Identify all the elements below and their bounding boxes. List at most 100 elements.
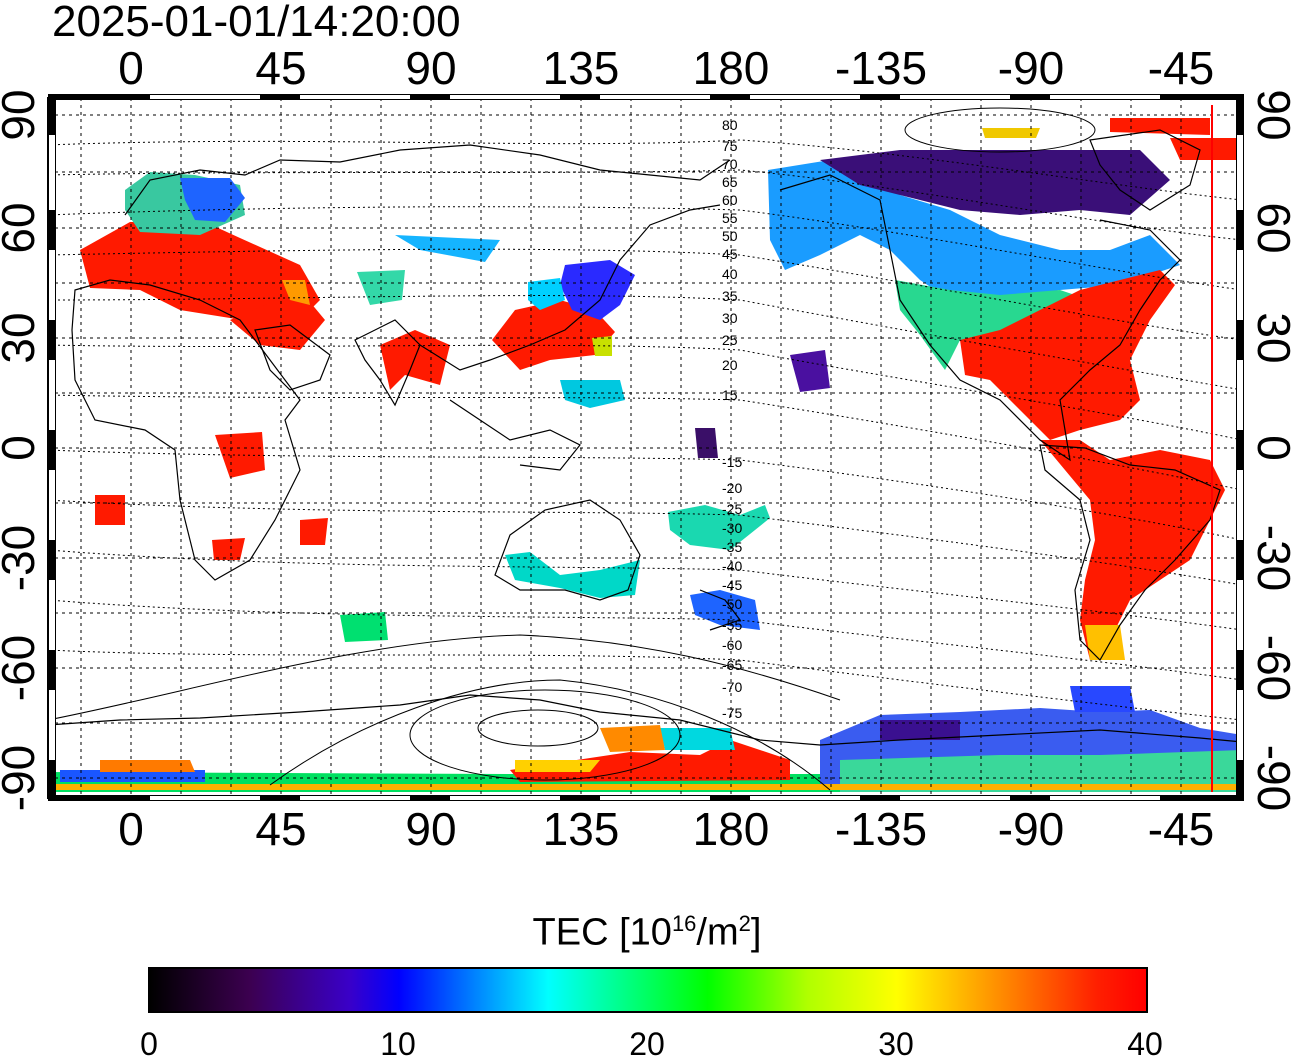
tec-patch-south-america [1040,440,1225,660]
x-tick-top: -135 [835,42,927,94]
contour-line-solid [269,679,831,791]
contour-label: 60 [722,192,738,208]
colorbar-title-exponent2: 2 [738,911,751,936]
tec-patch-antarctica-ross-orange [600,725,665,752]
contour-ellipse-south [409,689,681,781]
tec-patch-nz [690,590,760,630]
contour-line [48,169,1242,241]
y-tick-right: 90 [1248,89,1294,140]
colorbar-tick: 40 [1127,1026,1163,1062]
x-tick-bottom: -135 [835,803,927,855]
tec-patch-usa [895,280,1090,370]
contour-label: 75 [722,138,738,154]
top-x-axis: 0 45 90 135 180 -135 -90 -45 [118,42,1214,94]
x-tick-bottom: 45 [255,803,306,855]
x-tick-top: 180 [693,42,770,94]
contour-label: 40 [722,266,738,282]
contour-label: -20 [722,480,742,496]
edge-tick-gap [49,360,55,430]
edge-tick-gap [1237,470,1243,540]
colorbar-title-exponent: 16 [671,911,697,936]
x-tick-top: -90 [998,42,1064,94]
edge-tick-gap [450,796,560,800]
y-tick-right: 30 [1248,312,1294,363]
edge-tick-gap [600,95,710,99]
contour-line [48,139,1242,201]
y-tick-right: -30 [1248,525,1294,591]
colorbar-title-unit: /m [696,911,739,954]
contour-ellipse-north-pole [904,107,1096,153]
edge-tick-gap [49,470,55,540]
x-tick-bottom: -90 [998,803,1064,855]
contour-line [48,599,1242,681]
contour-label: 65 [722,174,738,190]
contour-label: -50 [722,596,742,612]
tec-map: 80 75 70 65 60 55 50 45 40 35 30 25 20 1… [0,42,1294,855]
contour-label: 55 [722,210,738,226]
tec-patch-australia [505,552,640,598]
tec-patch-usa-east [960,270,1175,440]
tec-patch-antarctica-orange [100,760,195,772]
y-tick-left: 90 [0,89,44,140]
y-tick-right: 0 [1248,435,1294,461]
x-tick-bottom: 0 [118,803,144,855]
x-tick-top: 90 [405,42,456,94]
x-tick-top: 0 [118,42,144,94]
tec-patch-patagonia [1085,625,1125,660]
x-tick-top: 45 [255,42,306,94]
edge-tick-gap [1237,135,1243,210]
contour-label: -60 [722,637,742,653]
tec-patch-south-pacific [668,505,770,550]
contour-line [48,295,1242,391]
coastline-greenland [1089,129,1201,211]
tec-patch-korea-japan [560,260,635,320]
tec-patch-south-africa [212,538,245,560]
contour-label: -75 [722,705,742,721]
tec-patch-antarctic-bottom [48,784,1242,790]
contour-line [48,248,1242,341]
contour-lines [48,107,1242,791]
edge-tick-gap [1237,580,1243,650]
edge-tick-gap [300,95,410,99]
tec-patch-se-asia [560,380,625,408]
contour-label: 45 [722,246,738,262]
y-tick-left: 0 [0,435,44,461]
edge-tick-gap [300,796,410,800]
tec-patch-antarctica-ross-yellow [515,760,600,772]
y-tick-right: 60 [1248,202,1294,253]
tec-patch-india [380,330,450,390]
bottom-x-axis: 0 45 90 135 180 -135 -90 -45 [118,803,1214,855]
coastline-africa [71,279,301,581]
y-tick-left: -60 [0,635,44,701]
edge-tick-gap [900,95,1010,99]
tec-data-layer [48,118,1242,792]
coastline-se-asia [449,399,581,471]
edge-tick-gap [49,135,55,210]
colorbar-tick: 0 [140,1026,158,1062]
left-y-axis: 90 60 30 0 -30 -60 -90 [0,89,44,811]
y-tick-left: -30 [0,525,44,591]
edge-tick-gap [49,690,55,760]
tec-patch-antarctica-ross-cyan [660,728,735,750]
coastline-south-america [1039,444,1221,661]
edge-tick-gap [750,95,860,99]
tec-patch-greenland-yellow [982,128,1040,138]
x-tick-top: 135 [543,42,620,94]
tec-patch-antarctica-left-blue [60,770,205,782]
contour-label: 15 [722,387,738,403]
contour-label: -65 [722,657,742,673]
tec-patch-africa-east [215,432,265,478]
edge-tick-gap [900,796,1010,800]
contour-labels: 80 75 70 65 60 55 50 45 40 35 30 25 20 1… [722,117,742,721]
tec-patch-siberia [395,235,500,262]
contour-label: 35 [722,288,738,304]
y-tick-right: -60 [1248,635,1294,701]
coastline-antarctica [48,694,1242,746]
x-tick-bottom: 90 [405,803,456,855]
edge-tick-gap [150,796,260,800]
coastline-asia-east [419,204,721,371]
edge-tick-gap [750,796,860,800]
tec-patch-antarctica-peninsula [1070,686,1135,712]
tec-patch-africa-west [95,495,125,525]
tec-colorbar [148,967,1148,1013]
